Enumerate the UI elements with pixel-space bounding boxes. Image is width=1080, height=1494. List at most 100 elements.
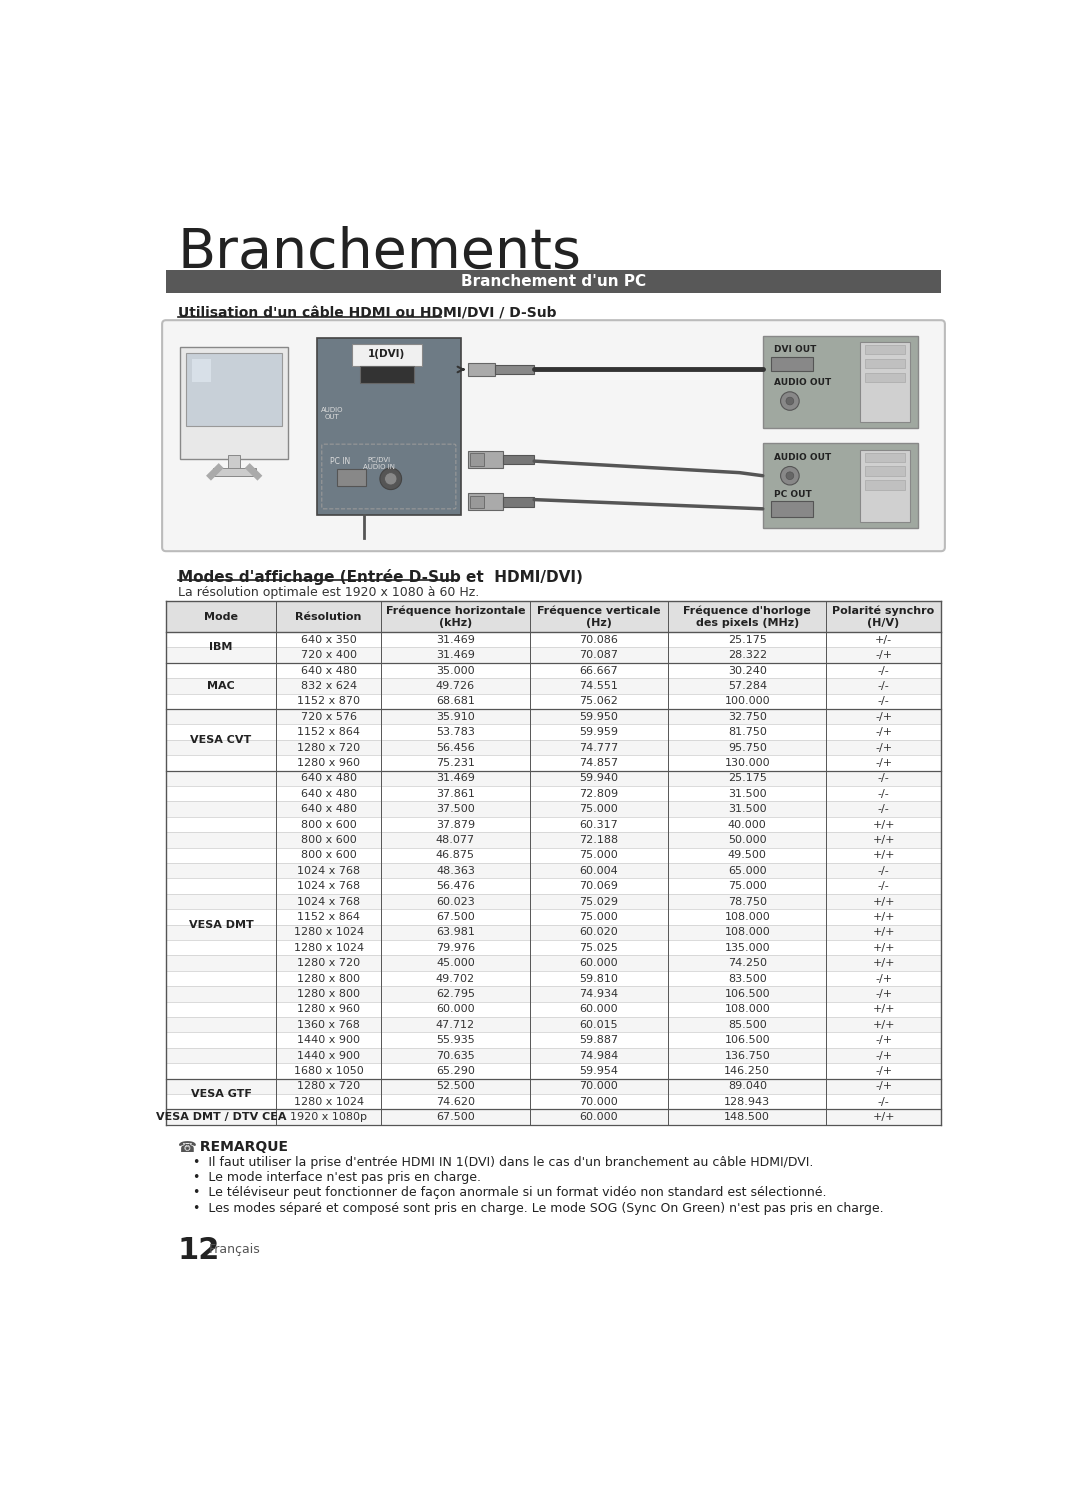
Text: +/+: +/+: [873, 1112, 895, 1122]
Text: 146.250: 146.250: [725, 1065, 770, 1076]
Text: -/+: -/+: [875, 1082, 892, 1091]
Bar: [166, 817, 941, 832]
Text: Fréquence verticale
(Hz): Fréquence verticale (Hz): [537, 605, 661, 627]
Text: PC OUT: PC OUT: [774, 490, 812, 499]
Text: PC/DVI
AUDIO IN: PC/DVI AUDIO IN: [363, 457, 395, 471]
Text: -/+: -/+: [875, 711, 892, 722]
Circle shape: [786, 472, 794, 480]
Text: 70.000: 70.000: [580, 1082, 619, 1091]
Bar: [166, 801, 941, 817]
Bar: [166, 1047, 941, 1064]
Text: •  Il faut utiliser la prise d'entrée HDMI IN 1(DVI) dans le cas d'un branchemen: • Il faut utiliser la prise d'entrée HDM…: [193, 1156, 813, 1168]
Text: 75.029: 75.029: [580, 896, 619, 907]
Bar: [166, 940, 941, 956]
Text: -/+: -/+: [875, 974, 892, 983]
Text: 56.476: 56.476: [436, 881, 475, 890]
Text: 1680 x 1050: 1680 x 1050: [294, 1065, 364, 1076]
Text: 60.004: 60.004: [580, 865, 619, 875]
Bar: [166, 1017, 941, 1032]
Text: 65.290: 65.290: [436, 1065, 475, 1076]
Text: +/+: +/+: [873, 850, 895, 861]
Text: -/-: -/-: [878, 789, 890, 799]
Text: -/+: -/+: [875, 1035, 892, 1046]
Text: 640 x 480: 640 x 480: [300, 774, 356, 783]
Text: •  Les modes séparé et composé sont pris en charge. Le mode SOG (Sync On Green) : • Les modes séparé et composé sont pris …: [193, 1201, 883, 1215]
Text: -/+: -/+: [875, 989, 892, 999]
Text: +/-: +/-: [875, 635, 892, 645]
Text: 74.551: 74.551: [580, 681, 619, 690]
Bar: [469, 493, 503, 511]
Text: 59.954: 59.954: [580, 1065, 619, 1076]
Circle shape: [781, 391, 799, 411]
Text: 70.087: 70.087: [580, 650, 619, 660]
Text: +/+: +/+: [873, 896, 895, 907]
Text: 1280 x 960: 1280 x 960: [297, 1004, 360, 1014]
Text: 1152 x 864: 1152 x 864: [297, 911, 360, 922]
Text: 78.750: 78.750: [728, 896, 767, 907]
Text: 640 x 350: 640 x 350: [300, 635, 356, 645]
Bar: [166, 632, 941, 647]
Text: 148.500: 148.500: [725, 1112, 770, 1122]
Text: 640 x 480: 640 x 480: [300, 804, 356, 814]
Circle shape: [384, 472, 397, 486]
Text: 74.777: 74.777: [579, 743, 619, 753]
Bar: [166, 786, 941, 801]
Text: 108.000: 108.000: [725, 911, 770, 922]
Text: 60.000: 60.000: [436, 1004, 475, 1014]
Bar: [166, 956, 941, 971]
Text: +/+: +/+: [873, 1004, 895, 1014]
Text: 1152 x 870: 1152 x 870: [297, 696, 360, 707]
Bar: [166, 1001, 941, 1017]
Text: 66.667: 66.667: [580, 665, 619, 675]
Text: 720 x 576: 720 x 576: [300, 711, 356, 722]
Bar: [337, 469, 366, 486]
Text: 68.681: 68.681: [436, 696, 475, 707]
Text: 75.000: 75.000: [728, 881, 767, 890]
Text: 1280 x 800: 1280 x 800: [297, 974, 360, 983]
Bar: [503, 498, 535, 506]
Text: 53.783: 53.783: [436, 728, 475, 737]
Text: 37.500: 37.500: [436, 804, 475, 814]
Text: 74.620: 74.620: [436, 1097, 475, 1107]
Text: 75.000: 75.000: [580, 804, 619, 814]
Text: 40.000: 40.000: [728, 820, 767, 829]
Bar: [166, 771, 941, 786]
Text: 85.500: 85.500: [728, 1020, 767, 1029]
Bar: [166, 678, 941, 693]
Text: 65.000: 65.000: [728, 865, 767, 875]
Text: 47.712: 47.712: [436, 1020, 475, 1029]
Text: Modes d'affichage (Entrée D-Sub et  HDMI/DVI): Modes d'affichage (Entrée D-Sub et HDMI/…: [177, 569, 582, 584]
Text: -/-: -/-: [878, 681, 890, 690]
Text: 45.000: 45.000: [436, 958, 475, 968]
Bar: [469, 451, 503, 468]
Bar: [166, 847, 941, 864]
Text: 720 x 400: 720 x 400: [300, 650, 356, 660]
Text: 640 x 480: 640 x 480: [300, 789, 356, 799]
Text: 72.809: 72.809: [579, 789, 619, 799]
Text: 60.015: 60.015: [580, 1020, 618, 1029]
Circle shape: [786, 397, 794, 405]
Text: 60.000: 60.000: [580, 958, 618, 968]
Text: 60.000: 60.000: [580, 1004, 618, 1014]
Text: 74.250: 74.250: [728, 958, 767, 968]
Text: 1024 x 768: 1024 x 768: [297, 881, 361, 890]
Text: Branchement d'un PC: Branchement d'un PC: [461, 275, 646, 290]
Text: 83.500: 83.500: [728, 974, 767, 983]
Text: 70.635: 70.635: [436, 1050, 475, 1061]
Text: Utilisation d'un câble HDMI ou HDMI/DVI / D-Sub: Utilisation d'un câble HDMI ou HDMI/DVI …: [177, 306, 556, 320]
Bar: [865, 453, 905, 462]
Text: 74.934: 74.934: [579, 989, 619, 999]
Text: La résolution optimale est 1920 x 1080 à 60 Hz.: La résolution optimale est 1920 x 1080 à…: [177, 586, 478, 599]
Text: VESA CVT: VESA CVT: [190, 735, 252, 746]
Text: 50.000: 50.000: [728, 835, 767, 846]
Text: ☎: ☎: [177, 1140, 197, 1155]
Text: 67.500: 67.500: [436, 911, 475, 922]
Text: •  Le mode interface n'est pas pris en charge.: • Le mode interface n'est pas pris en ch…: [193, 1171, 481, 1185]
Text: 1(DVI): 1(DVI): [368, 348, 405, 359]
Text: Fréquence horizontale
(kHz): Fréquence horizontale (kHz): [386, 605, 525, 627]
Text: 1280 x 720: 1280 x 720: [297, 1082, 361, 1091]
Text: -/+: -/+: [875, 757, 892, 768]
Bar: [865, 345, 905, 354]
Text: 60.023: 60.023: [436, 896, 475, 907]
Text: 57.284: 57.284: [728, 681, 767, 690]
